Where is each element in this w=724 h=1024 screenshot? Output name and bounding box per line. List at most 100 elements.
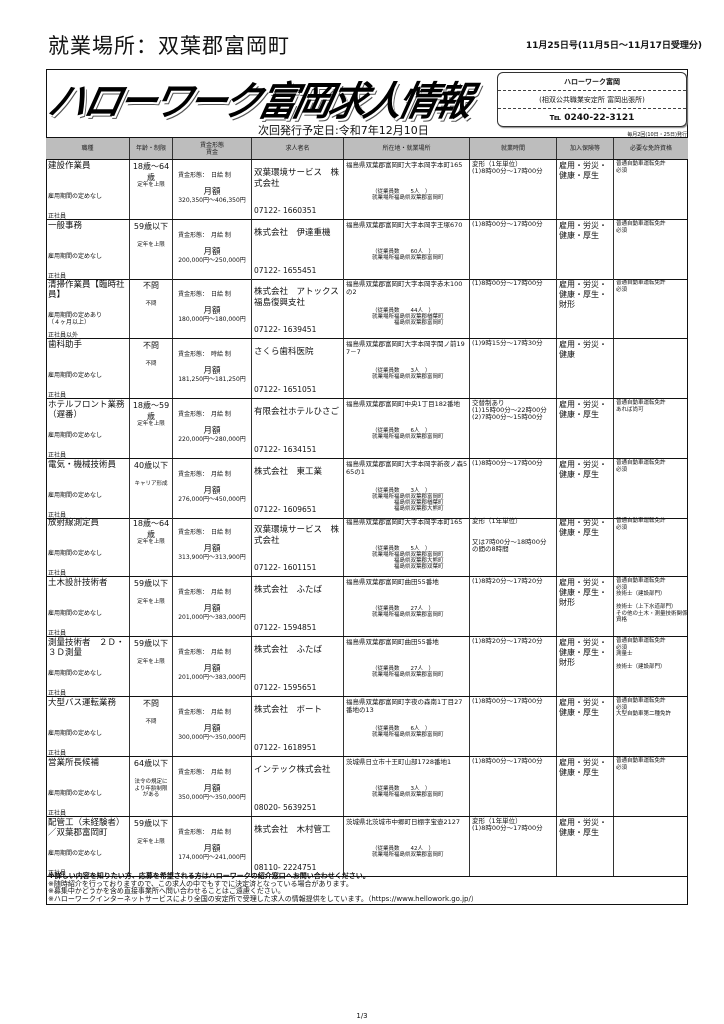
job-title[interactable]: 建設作業員 xyxy=(48,161,91,171)
job-row[interactable]: 一般事務 雇用期間の定めなし 正社員 59歳以下 定年を上限 賃金形態： 月給 制月額… xyxy=(46,220,688,280)
employment-term: 雇用期間の定めなし xyxy=(48,253,103,260)
workplace: 福島県双葉郡富岡町 xyxy=(394,732,444,738)
issue-date: 11月25日号(11月5日～11月17日受理分) xyxy=(525,41,702,51)
company-name: 株式会社 ふたば xyxy=(254,585,323,595)
job-number: 07122- 1609651 xyxy=(254,504,317,514)
wage-range: 201,000円～383,000円 xyxy=(178,614,246,621)
office-name: ハローワーク富岡 xyxy=(498,73,686,91)
wage-type: 賃金形態： 月給 制 xyxy=(178,411,231,418)
footer-notes: ※詳しい内容を知りたい方、応募を希望される方はハローワークの紹介窓口へお問い合わ… xyxy=(46,872,478,903)
employee-count: （従業員数 5人 ） xyxy=(372,546,431,552)
job-title[interactable]: 一般事務 xyxy=(48,221,83,231)
required-licenses: 普通自動車運転免許 あれば尚可 xyxy=(616,400,688,413)
working-hours: 変形（1年単位） (1)8時00分～17時00分 xyxy=(472,161,543,175)
age-limit: 59歳以下 xyxy=(133,579,169,588)
age-limit: 不問 xyxy=(143,281,159,290)
age-note: 不問 xyxy=(145,361,157,367)
column-header: 必要な免許資格 xyxy=(629,145,672,152)
company-name: 株式会社 アトックス福島復興支社 xyxy=(254,287,339,308)
employment-term: 雇用期間の定めなし xyxy=(48,550,103,557)
wage-type: 賃金形態： 日給 制 xyxy=(178,291,231,298)
job-row[interactable]: 配管工（未経験者）／双葉郡富岡町 雇用期間の定めなし 正社員 59歳以下 定年を上限 … xyxy=(46,817,688,877)
employment-term: 雇用期間の定めなし xyxy=(48,850,103,857)
job-row[interactable]: 測量技術者 ２Ｄ・３Ｄ測量 雇用期間の定めなし 正社員 59歳以下 定年を上限 賃金形… xyxy=(46,637,688,697)
age-note: 不問 xyxy=(145,719,157,725)
workplace: 福島県双葉郡大熊町 xyxy=(394,558,444,564)
job-number: 07122- 1634151 xyxy=(254,444,317,454)
job-title[interactable]: 測量技術者 ２Ｄ・３Ｄ測量 xyxy=(48,638,125,658)
job-title[interactable]: 清掃作業員【臨時社員】 xyxy=(48,280,125,300)
address: 福島県双葉郡富岡町大字本岡字王塚670 xyxy=(346,221,463,229)
job-title[interactable]: 営業所長候補 xyxy=(48,758,100,768)
age-limit: 18歳～64歳 xyxy=(132,162,170,182)
job-row[interactable]: 土木設計技術者 雇用期間の定めなし 正社員 59歳以下 定年を上限 賃金形態： 月給 … xyxy=(46,577,688,637)
employment-type: 正社員 xyxy=(48,391,67,398)
hours-line: (1)8時20分～17時20分 xyxy=(472,637,543,645)
working-hours: (1)8時00分～17時00分 xyxy=(472,758,543,765)
workplace-label: 就業場所 xyxy=(372,552,395,558)
job-title[interactable]: 大型バス運転業務 xyxy=(48,698,117,708)
employee-count: （従業員数 6人 ） xyxy=(372,428,431,434)
wage-label: 月額 xyxy=(203,544,221,554)
working-hours: 変形（1年単位） (1)8時00分～17時00分 xyxy=(472,818,543,832)
age-note: 定年を上限 xyxy=(137,242,165,248)
hours-line: 変形（1年単位） xyxy=(472,160,522,168)
column-header: 就業時間 xyxy=(470,138,557,159)
job-title[interactable]: ホテルフロント業務（遅番） xyxy=(48,400,125,420)
workplace-label xyxy=(372,564,394,570)
license-line: 大型自動車第二種免許 xyxy=(616,711,672,717)
footer-note: ※随時紹介を行っておりますので、この求人の中でもすでに決定済となっている場合があ… xyxy=(48,879,353,888)
hours-line: (2)7時00分～15時00分 xyxy=(472,413,543,421)
working-hours: (1)8時00分～17時00分 xyxy=(472,460,543,467)
company-name: 有限会社ホテルひさご xyxy=(254,407,340,417)
insurance: 雇用・労災・健康・厚生 xyxy=(559,460,607,479)
job-title[interactable]: 配管工（未経験者）／双葉郡富岡町 xyxy=(48,818,125,838)
license-line: 普通自動車運転免許 xyxy=(616,758,666,764)
job-row[interactable]: 大型バス運転業務 雇用期間の定めなし 正社員 不問 不問 賃金形態： 月給 制月額 30… xyxy=(46,697,688,757)
working-hours: (1)8時00分～17時00分 xyxy=(472,698,543,705)
workplace: 福島県双葉郡富岡町 xyxy=(394,255,444,261)
employment-type: 正社員以外 xyxy=(48,331,79,338)
age-limit: 18歳～59歳 xyxy=(132,401,170,421)
wage-label: 月額 xyxy=(203,724,221,734)
listing-frame xyxy=(46,69,688,905)
job-title[interactable]: 土木設計技術者 xyxy=(48,578,108,588)
wage-range: 350,000円～350,000円 xyxy=(178,794,246,801)
company-name: 双葉環境サービス 株式会社 xyxy=(254,525,340,546)
company-name: 双葉環境サービス 株式会社 xyxy=(254,168,340,189)
wage-type: 賃金形態： 時給 制 xyxy=(178,351,231,358)
employment-term: 雇用期間の定めなし xyxy=(48,193,103,200)
job-title[interactable]: 電気・機械技術員 xyxy=(48,460,117,470)
hours-line: 変形（1年単位） xyxy=(472,817,522,825)
license-line: 技術士（建設部門） xyxy=(616,664,666,670)
footer-note: ※ハローワークインターネットサービスにより全国の安定所で受理した求人の情報提供を… xyxy=(48,894,478,903)
insurance: 雇用・労災・健康・厚生 xyxy=(559,698,607,717)
workplace-label: 就業場所 xyxy=(372,672,395,678)
job-row[interactable]: 放射線測定員 雇用期間の定めなし 正社員 18歳～64歳 定年を上限 賃金形態： 日給… xyxy=(46,517,688,577)
job-row[interactable]: 歯科助手 雇用期間の定めなし 正社員 不問 不問 賃金形態： 時給 制月額 181,25… xyxy=(46,339,688,399)
company-name: 株式会社 東工業 xyxy=(254,467,323,477)
job-row[interactable]: 清掃作業員【臨時社員】 雇用期間の定めあり （４ヶ月以上） 正社員以外 不問 不問 賃… xyxy=(46,279,688,339)
age-limit: 59歳以下 xyxy=(133,819,169,828)
job-row[interactable]: 電気・機械技術員 雇用期間の定めなし 正社員 40歳以下 キャリア形成 賃金形態： 月… xyxy=(46,459,688,519)
job-row[interactable]: 建設作業員 雇用期間の定めなし 正社員 18歳～64歳 定年を上限 賃金形態： 日給 … xyxy=(46,160,688,220)
job-title[interactable]: 放射線測定員 xyxy=(48,518,100,528)
job-number: 07122- 1618951 xyxy=(254,742,317,752)
insurance: 雇用・労災・健康・厚生 xyxy=(559,400,607,419)
workplace: 福島県双葉郡富岡町 xyxy=(394,434,444,440)
employee-count: （従業員数 3人 ） xyxy=(372,488,431,494)
job-number: 07122- 1655451 xyxy=(254,265,317,275)
insurance: 雇用・労災・健康・厚生・財形 xyxy=(559,280,607,309)
age-note: 定年を上限 xyxy=(137,839,165,845)
job-title[interactable]: 歯科助手 xyxy=(48,340,83,350)
job-row[interactable]: 営業所長候補 雇用期間の定めなし 正社員 64歳以下 法令の規定により年齢制限がある … xyxy=(46,757,688,817)
job-row[interactable]: ホテルフロント業務（遅番） 雇用期間の定めなし 正社員 18歳～59歳 定年を上限 賃… xyxy=(46,399,688,459)
table-header: 職種 年齢・制限 賃金形態 賃金 求人者名 所在地・就業場所 就業時間 加入保険等 必要な免許… xyxy=(46,137,688,160)
hours-line: (1)8時00分～17時00分 xyxy=(472,220,543,228)
workplace: 福島県双葉郡富岡町 xyxy=(394,852,444,858)
company-name: 株式会社 木村管工 xyxy=(254,825,331,835)
license-line: 普通自動車運転免許 xyxy=(616,578,666,584)
employee-count: （従業員数 60人 ） xyxy=(372,249,434,255)
employment-type: 正社員 xyxy=(48,451,67,458)
employment-type: 正社員 xyxy=(48,809,67,816)
